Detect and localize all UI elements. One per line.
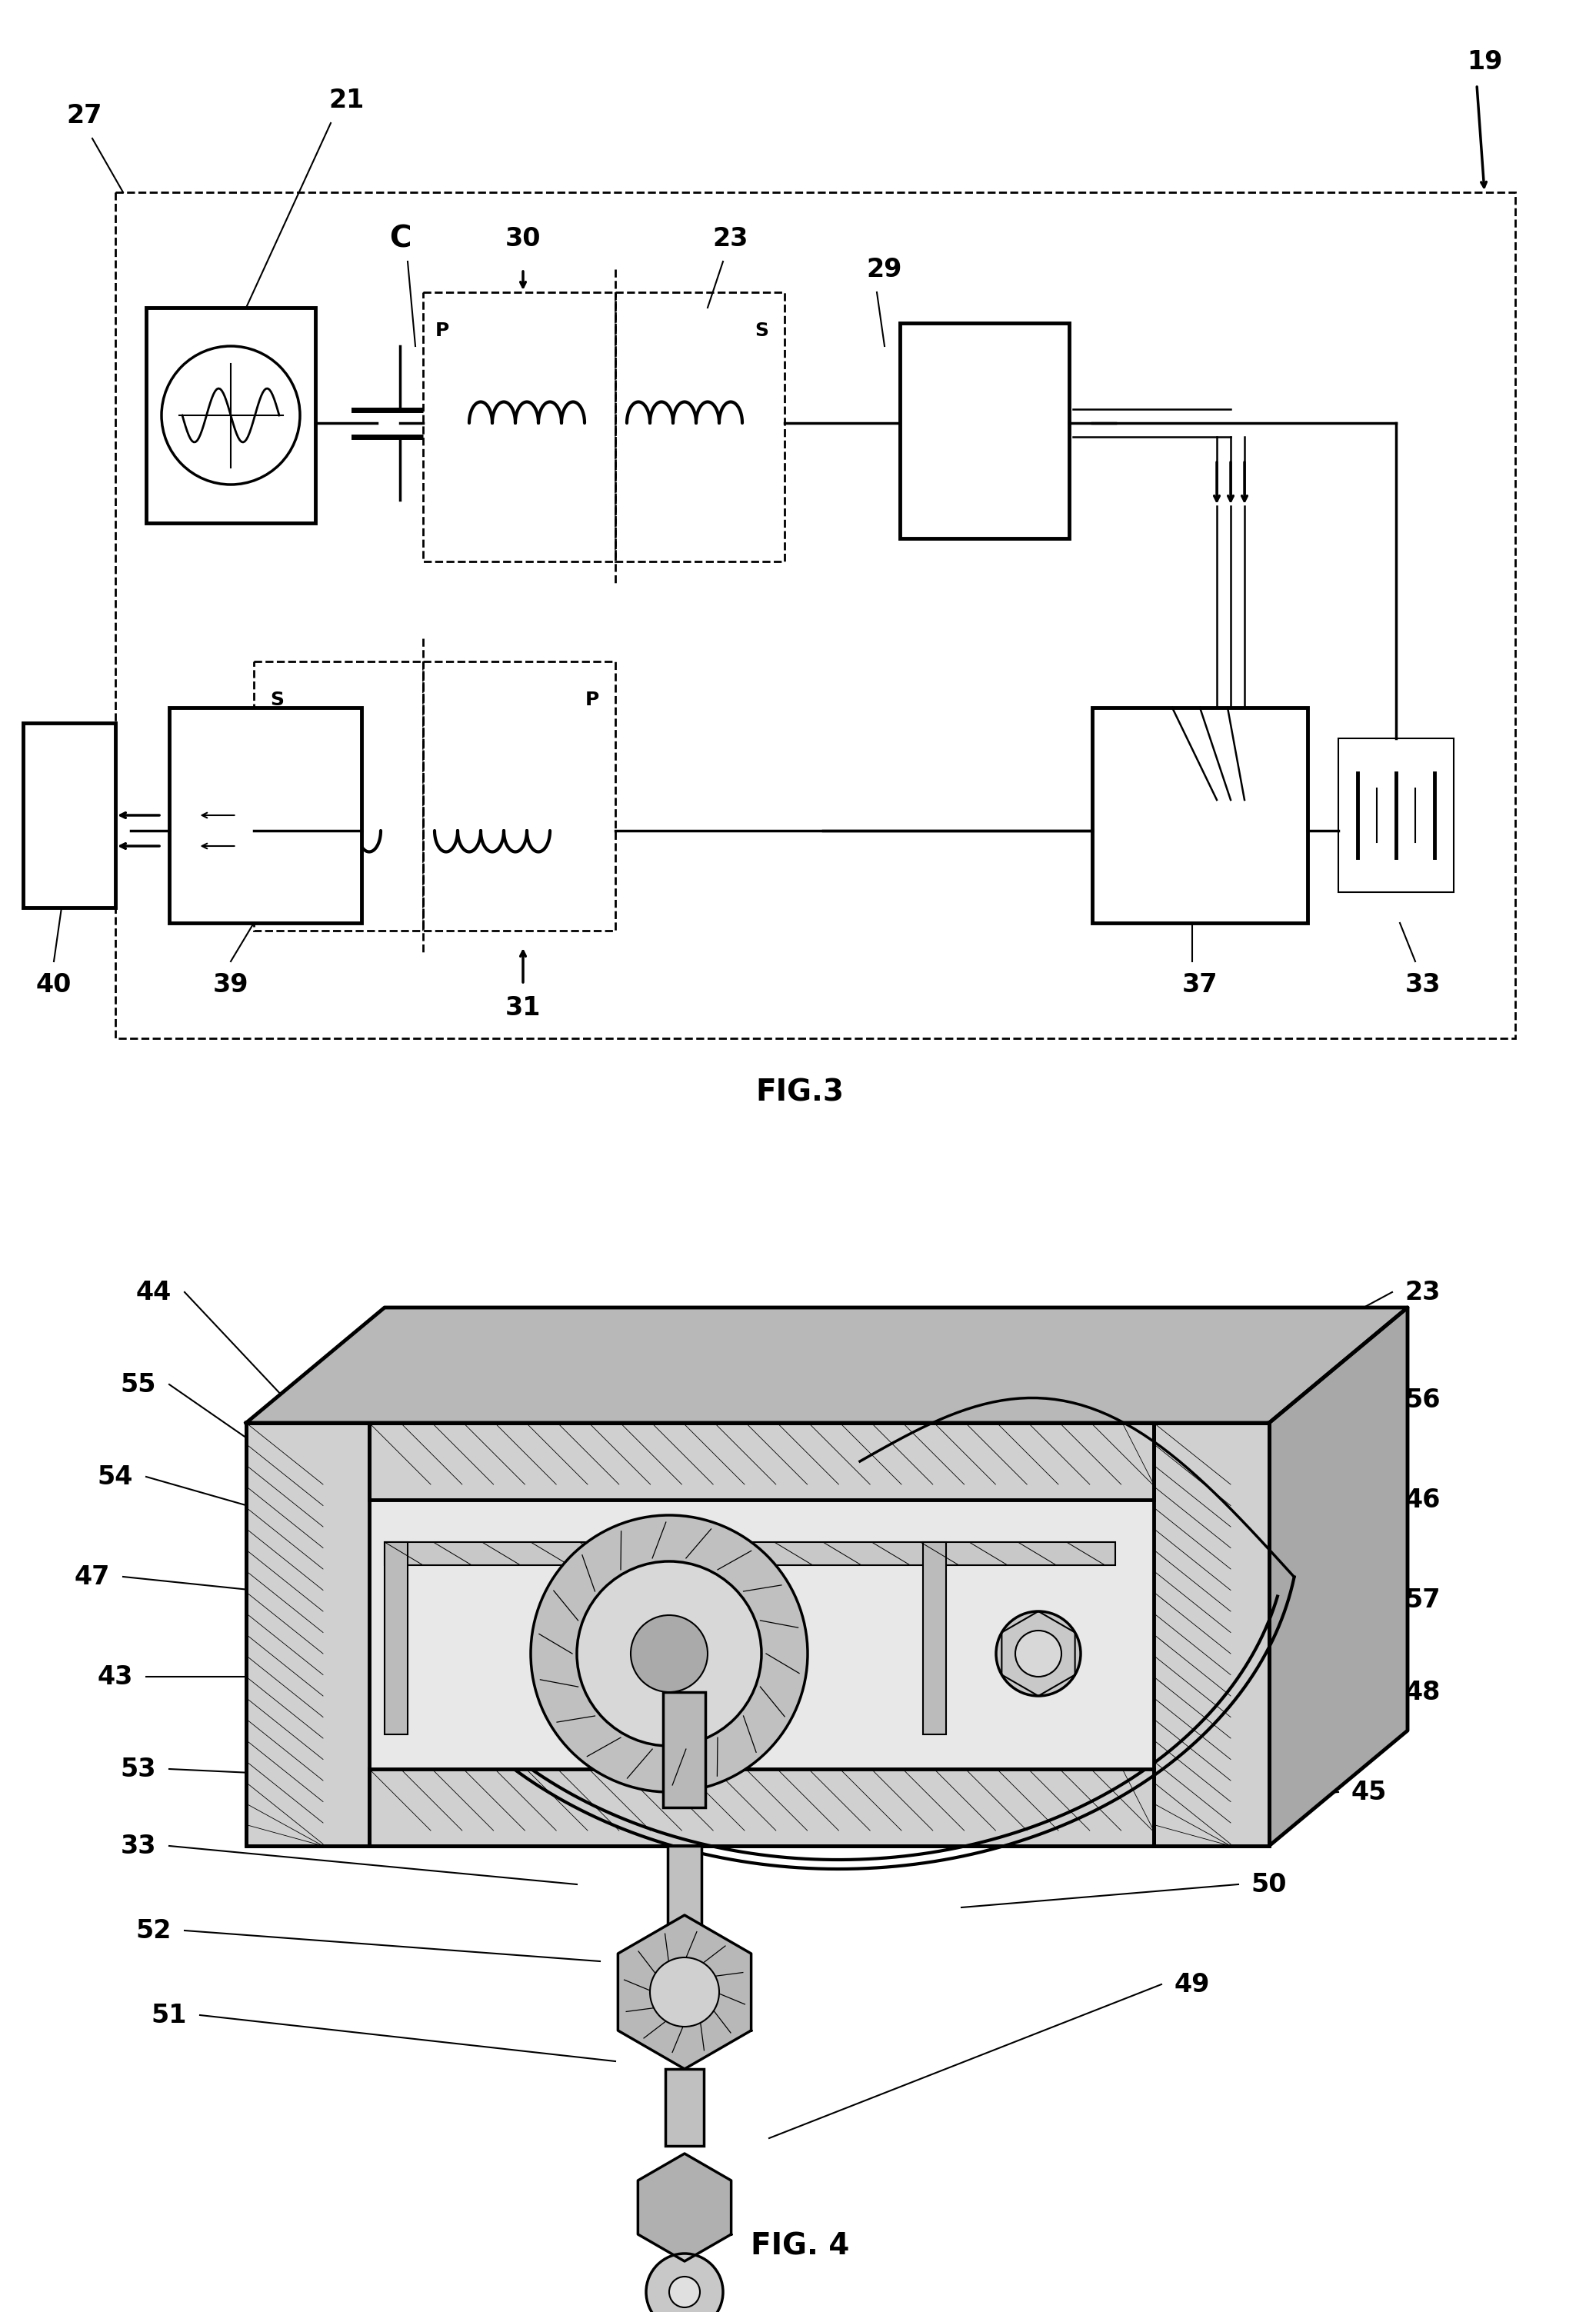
Bar bbox=[423, 291, 616, 562]
Text: 39: 39 bbox=[212, 971, 249, 996]
Bar bbox=[423, 661, 616, 932]
Text: FIG.3: FIG.3 bbox=[755, 1077, 844, 1107]
Polygon shape bbox=[1269, 1309, 1408, 1845]
Text: 47: 47 bbox=[75, 1563, 110, 1588]
Bar bbox=[385, 1542, 1116, 1565]
Circle shape bbox=[996, 1611, 1080, 1697]
Text: 57: 57 bbox=[1404, 1586, 1441, 1611]
Bar bbox=[169, 707, 362, 922]
Text: P: P bbox=[586, 691, 598, 710]
Polygon shape bbox=[638, 2152, 731, 2261]
Text: 23: 23 bbox=[1404, 1279, 1441, 1304]
Bar bbox=[115, 192, 1515, 1038]
Text: 56: 56 bbox=[1404, 1387, 1441, 1413]
Text: 40: 40 bbox=[37, 971, 72, 996]
Circle shape bbox=[1015, 1630, 1061, 1676]
Text: 43: 43 bbox=[97, 1665, 132, 1690]
Text: 30: 30 bbox=[506, 227, 541, 252]
Text: 19: 19 bbox=[1467, 49, 1502, 74]
Circle shape bbox=[646, 2254, 723, 2312]
Polygon shape bbox=[246, 1422, 1269, 1845]
Bar bbox=[1154, 1422, 1269, 1845]
Bar bbox=[385, 1542, 407, 1734]
Bar bbox=[246, 1422, 369, 1845]
Text: 49: 49 bbox=[1175, 1972, 1210, 1998]
Text: 37: 37 bbox=[1183, 971, 1218, 996]
Circle shape bbox=[531, 1514, 808, 1792]
Bar bbox=[254, 661, 423, 932]
Text: 29: 29 bbox=[867, 257, 902, 282]
Bar bbox=[1092, 707, 1307, 922]
Bar bbox=[369, 1769, 1154, 1845]
Bar bbox=[922, 1542, 946, 1734]
Circle shape bbox=[669, 2277, 701, 2307]
Bar bbox=[369, 1500, 1154, 1769]
Text: S: S bbox=[755, 321, 768, 340]
Bar bbox=[667, 1845, 702, 1961]
Bar bbox=[147, 307, 316, 523]
Text: 48: 48 bbox=[1404, 1679, 1441, 1704]
Bar bbox=[654, 1542, 677, 1734]
Text: S: S bbox=[270, 691, 284, 710]
Text: 21: 21 bbox=[329, 88, 364, 113]
Text: 55: 55 bbox=[121, 1371, 156, 1396]
Bar bbox=[1339, 738, 1454, 892]
Text: 44: 44 bbox=[136, 1279, 172, 1304]
Text: 50: 50 bbox=[1251, 1873, 1286, 1898]
Polygon shape bbox=[618, 1914, 752, 2069]
Bar bbox=[616, 291, 785, 562]
Text: 23: 23 bbox=[713, 227, 749, 252]
Bar bbox=[369, 1422, 1154, 1500]
Circle shape bbox=[161, 347, 300, 486]
Text: 51: 51 bbox=[152, 2002, 187, 2028]
Text: P: P bbox=[436, 321, 450, 340]
Text: 33: 33 bbox=[1404, 971, 1441, 996]
Text: FIG. 4: FIG. 4 bbox=[750, 2231, 849, 2261]
Text: 45: 45 bbox=[1352, 1780, 1387, 1806]
Bar bbox=[666, 2069, 704, 2146]
Text: 33: 33 bbox=[121, 1833, 156, 1859]
Circle shape bbox=[576, 1561, 761, 1746]
Text: 52: 52 bbox=[136, 1919, 172, 1942]
Text: 53: 53 bbox=[121, 1757, 156, 1783]
Bar bbox=[664, 1692, 705, 1808]
Bar bbox=[900, 324, 1069, 539]
Circle shape bbox=[630, 1616, 707, 1692]
Text: 31: 31 bbox=[506, 994, 541, 1020]
Text: 54: 54 bbox=[97, 1463, 132, 1489]
Bar bbox=[22, 724, 115, 909]
Text: C: C bbox=[389, 224, 410, 252]
Text: 46: 46 bbox=[1404, 1487, 1441, 1512]
Circle shape bbox=[650, 1958, 720, 2028]
Polygon shape bbox=[246, 1309, 1408, 1422]
Text: 27: 27 bbox=[67, 102, 102, 127]
